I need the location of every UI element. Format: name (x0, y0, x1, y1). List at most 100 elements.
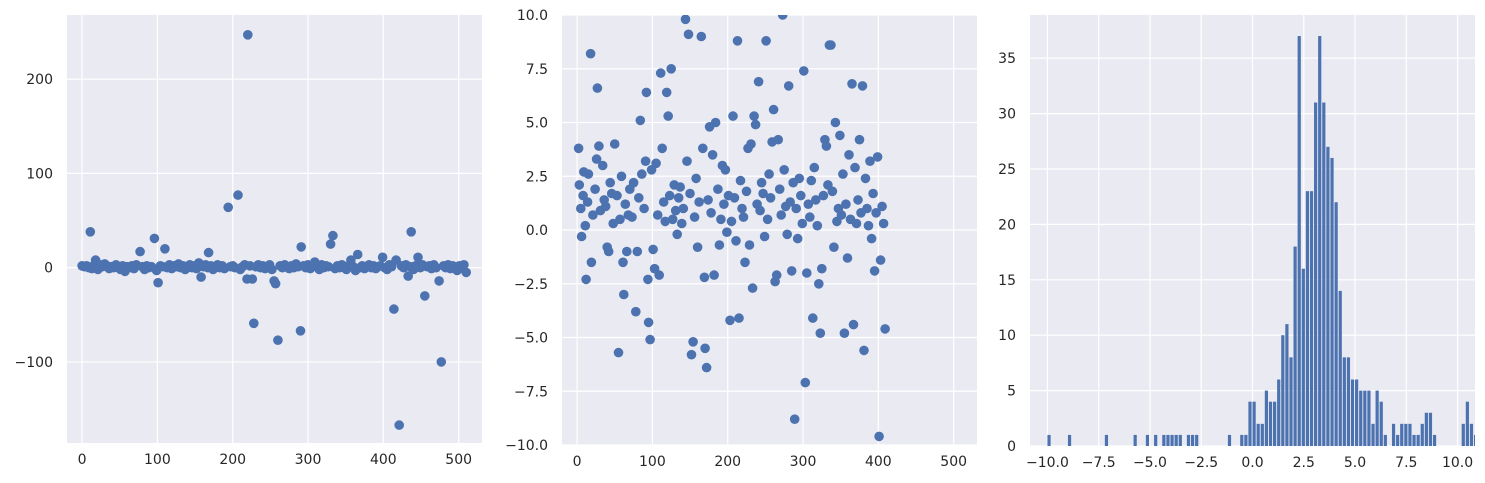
data-point (777, 15, 788, 20)
data-point (703, 195, 713, 205)
data-point (768, 104, 779, 115)
data-point (848, 319, 859, 330)
data-point (585, 48, 596, 59)
data-point (135, 246, 145, 257)
x-tick-label: 300 (790, 454, 817, 470)
data-point (731, 236, 741, 246)
data-point (267, 264, 277, 275)
data-point (434, 276, 444, 286)
y-tick-label: −7.5 (514, 384, 548, 400)
data-point (821, 141, 832, 151)
histogram-bar (1260, 423, 1264, 446)
data-point (865, 156, 875, 166)
data-point (794, 173, 805, 184)
data-point (803, 199, 814, 209)
data-point (764, 169, 774, 179)
data-marks (1047, 36, 1475, 446)
histogram-bar (1473, 434, 1475, 446)
data-point (574, 180, 585, 190)
x-tick-label: 500 (445, 452, 472, 468)
histogram-bar (1322, 102, 1326, 446)
data-point (857, 81, 868, 91)
data-point (862, 203, 872, 214)
x-tick-label: 200 (219, 452, 246, 468)
data-point (698, 143, 708, 154)
data-point (779, 165, 789, 175)
histogram-bar (1145, 434, 1150, 446)
data-point (714, 240, 725, 250)
histogram-bar (1391, 423, 1396, 446)
data-point (786, 266, 797, 276)
histogram-bar (1166, 434, 1170, 446)
data-point (581, 274, 591, 285)
data-point (677, 218, 687, 229)
histogram-bar (1465, 401, 1469, 446)
histogram-bar (1359, 390, 1363, 446)
data-point (459, 260, 469, 270)
data-point (783, 81, 794, 91)
data-point (688, 337, 698, 347)
histogram-bar (1326, 146, 1330, 446)
data-point (755, 205, 765, 216)
data-point (247, 274, 258, 284)
data-point (738, 212, 749, 222)
data-point (672, 229, 682, 240)
data-point (196, 272, 206, 282)
histogram-bar (1244, 434, 1248, 446)
data-point (394, 420, 405, 430)
histogram-bar (1293, 246, 1297, 446)
data-point (853, 195, 863, 205)
data-point (692, 242, 703, 252)
x-tick-label: −2.5 (1184, 455, 1218, 471)
data-point (632, 246, 643, 257)
data-point (652, 210, 663, 220)
data-point (759, 231, 770, 242)
data-point (461, 267, 472, 278)
data-point (719, 199, 729, 209)
data-point (628, 177, 639, 188)
y-tick-label: 100 (26, 166, 53, 182)
histogram-bar (1420, 423, 1424, 446)
y-tick-label: 0 (1007, 439, 1016, 455)
x-tick-label: 7.5 (1395, 455, 1417, 471)
y-tick-label: 10.0 (517, 8, 548, 24)
histogram-bar (1067, 434, 1072, 446)
histogram-bar (1240, 434, 1244, 446)
y-tick-label: 10 (998, 328, 1016, 344)
data-point (785, 197, 795, 207)
data-point (797, 218, 808, 229)
data-point (735, 175, 746, 186)
data-point (809, 162, 820, 173)
data-point (841, 199, 851, 209)
histogram-bar (1174, 434, 1178, 446)
y-tick-label: 5 (1007, 384, 1016, 400)
data-point (613, 347, 624, 358)
histogram-bar (1133, 434, 1137, 446)
data-point (670, 205, 681, 216)
data-point (243, 30, 253, 40)
data-point (761, 36, 771, 46)
data-point (648, 244, 658, 255)
data-point (878, 218, 889, 229)
data-point (773, 134, 783, 145)
data-point (750, 119, 761, 130)
data-point (620, 199, 631, 209)
histogram-bar (1408, 423, 1412, 446)
data-point (233, 190, 243, 200)
y-tick-label: 0.0 (526, 223, 548, 239)
data-point (592, 83, 603, 93)
data-point (149, 233, 160, 244)
data-point (635, 115, 646, 126)
data-point (273, 335, 283, 346)
histogram-bar (1305, 191, 1310, 446)
data-point (673, 193, 684, 203)
data-point (792, 233, 803, 244)
histogram-bar (1273, 401, 1277, 446)
histogram-bar (1281, 335, 1285, 446)
data-point (686, 349, 697, 360)
histogram-bar (1289, 357, 1293, 446)
x-tick-label: 400 (370, 452, 397, 468)
data-point (637, 169, 647, 179)
data-point (839, 328, 850, 339)
x-tick-label: 0 (573, 454, 582, 470)
